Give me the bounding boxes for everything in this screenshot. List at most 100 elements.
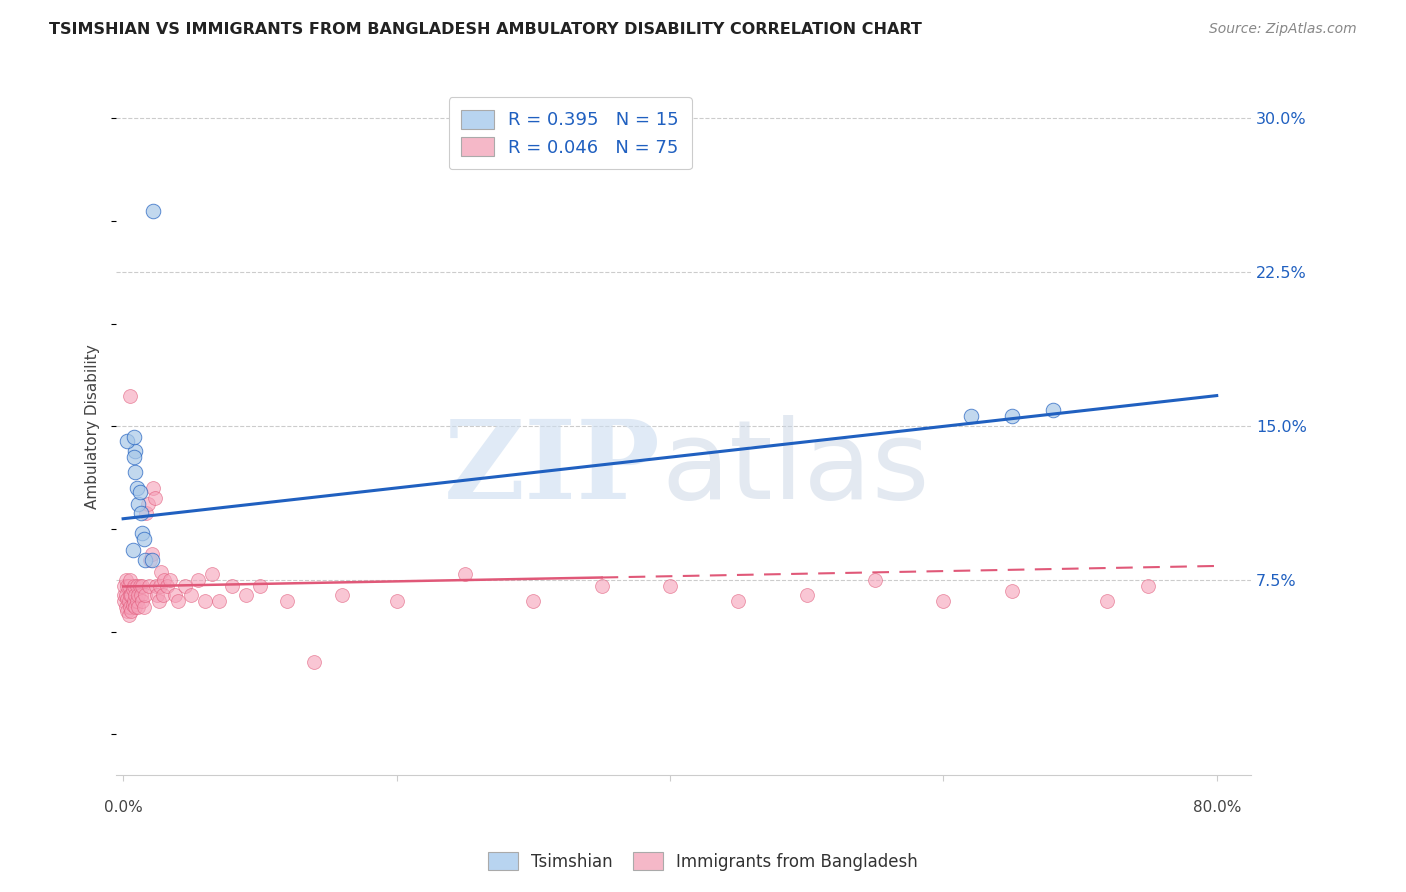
Point <box>145 579 167 593</box>
Point <box>122 579 145 593</box>
Point <box>221 579 243 593</box>
Point <box>115 591 138 606</box>
Point <box>1097 594 1119 608</box>
Point <box>127 588 149 602</box>
Point <box>1001 583 1024 598</box>
Point <box>128 485 150 500</box>
Point <box>141 547 163 561</box>
Point <box>118 388 141 402</box>
Point <box>208 594 231 608</box>
Point <box>385 594 408 608</box>
Point <box>114 588 136 602</box>
Point <box>125 579 148 593</box>
Point <box>124 588 146 602</box>
Point <box>201 567 224 582</box>
Point <box>115 604 138 618</box>
Point <box>115 574 138 588</box>
Point <box>122 594 145 608</box>
Point <box>115 588 138 602</box>
Point <box>142 203 165 218</box>
Point <box>118 600 141 615</box>
Point <box>330 588 353 602</box>
Point <box>134 588 156 602</box>
Point <box>129 588 152 602</box>
Y-axis label: Ambulatory Disability: Ambulatory Disability <box>86 344 100 508</box>
Point <box>127 600 149 615</box>
Point <box>796 588 818 602</box>
Point <box>121 598 143 612</box>
Point <box>121 542 143 557</box>
Legend: R = 0.395   N = 15, R = 0.046   N = 75: R = 0.395 N = 15, R = 0.046 N = 75 <box>449 97 692 169</box>
Point <box>125 481 148 495</box>
Point <box>124 444 146 458</box>
Point <box>132 533 155 547</box>
Point <box>1001 409 1024 423</box>
Point <box>143 491 166 506</box>
Point <box>115 600 138 615</box>
Point <box>115 434 138 448</box>
Point <box>173 579 195 593</box>
Point <box>727 594 749 608</box>
Point <box>591 579 613 593</box>
Point <box>1137 579 1160 593</box>
Point <box>122 450 145 465</box>
Point <box>1042 403 1064 417</box>
Point <box>117 608 139 623</box>
Point <box>304 656 326 670</box>
Point <box>187 574 209 588</box>
Point <box>115 579 138 593</box>
Point <box>159 574 181 588</box>
Point <box>134 553 156 567</box>
Text: 80.0%: 80.0% <box>1192 800 1241 815</box>
Point <box>153 574 176 588</box>
Point <box>127 497 149 511</box>
Point <box>125 594 148 608</box>
Point <box>152 588 174 602</box>
Point <box>150 565 173 579</box>
Point <box>129 506 152 520</box>
Point <box>194 594 217 608</box>
Point <box>138 579 160 593</box>
Point <box>149 579 172 593</box>
Point <box>120 588 142 602</box>
Point <box>959 409 981 423</box>
Point <box>249 579 271 593</box>
Point <box>117 579 139 593</box>
Point <box>276 594 298 608</box>
Point <box>135 506 157 520</box>
Point <box>128 579 150 593</box>
Point <box>932 594 955 608</box>
Point <box>118 588 141 602</box>
Point <box>131 594 153 608</box>
Point <box>658 579 681 593</box>
Text: TSIMSHIAN VS IMMIGRANTS FROM BANGLADESH AMBULATORY DISABILITY CORRELATION CHART: TSIMSHIAN VS IMMIGRANTS FROM BANGLADESH … <box>49 22 922 37</box>
Point <box>136 497 159 511</box>
Text: Source: ZipAtlas.com: Source: ZipAtlas.com <box>1209 22 1357 37</box>
Point <box>139 553 162 567</box>
Point <box>165 588 187 602</box>
Point <box>522 594 544 608</box>
Point <box>454 567 477 582</box>
Point <box>117 594 139 608</box>
Point <box>131 579 153 593</box>
Point <box>156 579 179 593</box>
Point <box>148 594 170 608</box>
Point <box>132 600 155 615</box>
Point <box>118 574 141 588</box>
Point <box>146 588 169 602</box>
Point <box>114 579 136 593</box>
Point <box>141 553 163 567</box>
Point <box>121 582 143 596</box>
Point <box>120 604 142 618</box>
Point <box>124 600 146 615</box>
Point <box>122 430 145 444</box>
Point <box>114 594 136 608</box>
Legend: Tsimshian, Immigrants from Bangladesh: Tsimshian, Immigrants from Bangladesh <box>479 844 927 880</box>
Point <box>131 526 153 541</box>
Text: atlas: atlas <box>661 415 929 522</box>
Text: ZIP: ZIP <box>444 415 661 522</box>
Point <box>142 481 165 495</box>
Point <box>863 574 886 588</box>
Point <box>124 465 146 479</box>
Text: 0.0%: 0.0% <box>104 800 142 815</box>
